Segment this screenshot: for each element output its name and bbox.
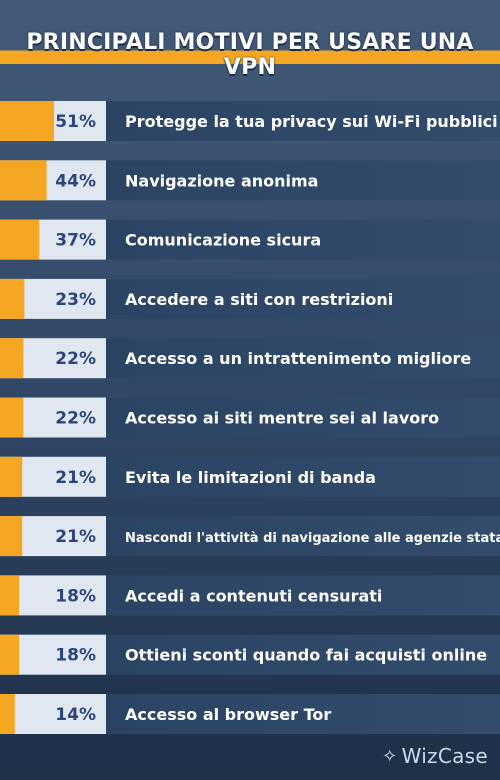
category-label: Comunicazione sicura (125, 231, 321, 250)
category-label: Protegge la tua privacy sui Wi-Fi pubbli… (125, 112, 498, 131)
category-label: Accesso a un intrattenimento migliore (125, 349, 471, 368)
chart-row: 22% Accesso a un intrattenimento migliore (0, 338, 500, 379)
category-label: Ottieni sconti quando fai acquisti onlin… (125, 646, 487, 665)
brand-mark: ✧ WizCase (382, 744, 488, 768)
bar (0, 219, 40, 260)
value-label: 51% (55, 112, 96, 132)
category-label: Accesso ai siti mentre sei al lavoro (125, 409, 439, 428)
sparkle-icon: ✧ (382, 745, 398, 767)
value-label: 44% (55, 171, 96, 191)
bar (0, 634, 20, 675)
category-label: Nascondi l'attività di navigazione alle … (125, 531, 500, 546)
bar (0, 397, 24, 438)
value-label: 37% (55, 231, 96, 251)
value-label: 22% (55, 349, 96, 369)
value-label: 18% (55, 646, 96, 666)
chart-row: 14% Accesso al browser Tor (0, 694, 500, 734)
bar (0, 694, 15, 734)
chart-row: 21% Evita le limitazioni di banda (0, 456, 500, 497)
chart-row: 18% Accedi a contenuti censurati (0, 575, 500, 616)
bar (0, 160, 47, 201)
bar (0, 456, 23, 497)
chart-title-band: PRINCIPALI MOTIVI PER USARE UNA VPN (0, 30, 500, 80)
category-label: Evita le limitazioni di banda (125, 468, 376, 487)
bar (0, 516, 23, 557)
bar (0, 101, 55, 141)
category-label: Navigazione anonima (125, 171, 318, 190)
brand-name: WizCase (401, 744, 488, 768)
value-label: 18% (55, 586, 96, 606)
bar (0, 575, 20, 616)
chart-row: 22% Accesso ai siti mentre sei al lavoro (0, 397, 500, 438)
value-label: 23% (55, 290, 96, 310)
value-label: 14% (55, 705, 96, 725)
category-label: Accedi a contenuti censurati (125, 586, 382, 605)
value-label: 21% (55, 468, 96, 488)
category-label: Accesso al browser Tor (125, 705, 331, 724)
chart-row: 18% Ottieni sconti quando fai acquisti on… (0, 634, 500, 675)
value-label: 22% (55, 409, 96, 429)
percent-box (0, 694, 106, 734)
bar (0, 338, 24, 379)
category-label: Accedere a siti con restrizioni (125, 290, 393, 309)
chart-row: 21% Nascondi l'attività di navigazione al… (0, 516, 500, 557)
chart-row: 37% Comunicazione sicura (0, 219, 500, 260)
chart-row: 23% Accedere a siti con restrizioni (0, 278, 500, 319)
chart-row: 51% Protegge la tua privacy sui Wi-Fi pub… (0, 101, 500, 141)
chart-row: 44% Navigazione anonima (0, 160, 500, 201)
bar (0, 278, 25, 319)
value-label: 21% (55, 527, 96, 547)
chart-title: PRINCIPALI MOTIVI PER USARE UNA VPN (26, 30, 474, 80)
